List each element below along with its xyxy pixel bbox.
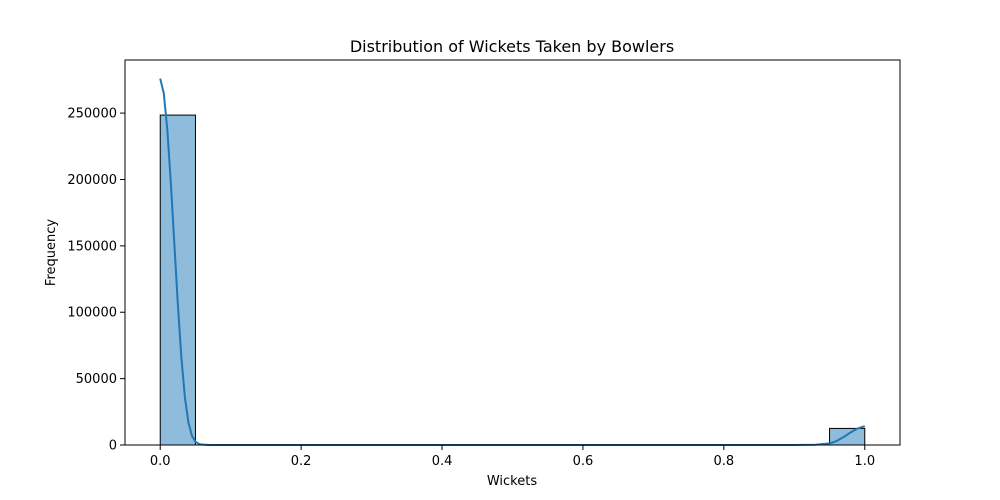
plot-frame bbox=[124, 59, 901, 446]
kde-curve-line bbox=[159, 78, 866, 446]
x-axis-title: Wickets bbox=[487, 474, 537, 489]
y-tick-label: 50000 bbox=[76, 372, 117, 387]
x-axis-ticks: 0.0 0.2 0.4 0.6 0.8 1.0 bbox=[150, 445, 875, 469]
y-tick-label: 250000 bbox=[67, 107, 117, 122]
chart-title: Distribution of Wickets Taken by Bowlers bbox=[350, 37, 674, 56]
x-tick-label: 0.4 bbox=[432, 454, 453, 469]
x-tick-label: 0.6 bbox=[573, 454, 594, 469]
y-axis-ticks: 0 50000 100000 150000 200000 250000 bbox=[67, 107, 125, 454]
x-tick-label: 1.0 bbox=[854, 454, 875, 469]
x-tick-label: 0.8 bbox=[714, 454, 735, 469]
y-tick-label: 100000 bbox=[67, 306, 117, 321]
histogram-bar-0 bbox=[159, 114, 196, 446]
y-tick-label: 200000 bbox=[67, 173, 117, 188]
y-axis-title: Frequency bbox=[44, 219, 59, 286]
y-tick-label: 150000 bbox=[67, 239, 117, 254]
kde-layer bbox=[159, 78, 866, 446]
y-tick-label: 0 bbox=[109, 439, 117, 454]
x-tick-label: 0.2 bbox=[291, 454, 312, 469]
x-tick-label: 0.0 bbox=[150, 454, 171, 469]
bars-layer bbox=[159, 114, 866, 446]
